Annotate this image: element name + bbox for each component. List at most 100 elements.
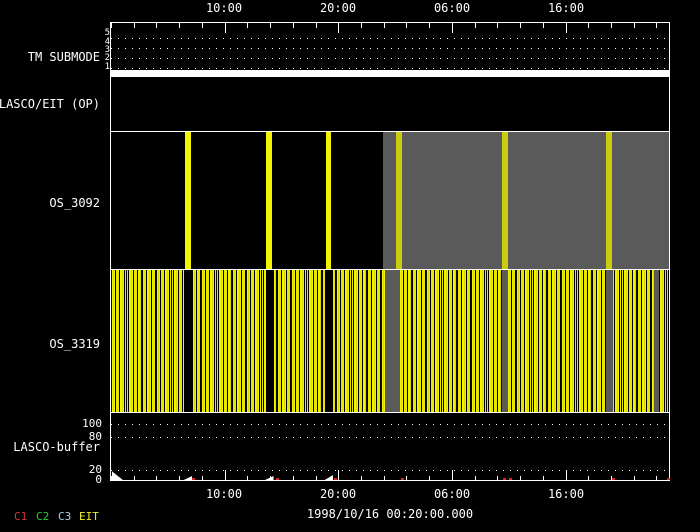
top-axis-tick: [179, 23, 181, 28]
top-axis-tick: [520, 23, 522, 28]
top-axis-tick: [451, 23, 453, 33]
bottom-axis-tick: [201, 476, 203, 480]
bottom-axis-tick: [588, 476, 590, 480]
bottom-axis-tick: [497, 476, 499, 480]
ytick-label: 5: [104, 28, 110, 38]
buffer-red-mark: [191, 478, 195, 480]
bottom-axis-tick: [633, 476, 635, 480]
os3319-gap: [385, 270, 401, 412]
bottom-axis-tick: [451, 470, 453, 480]
buffer-gridline-dotted: [111, 470, 669, 471]
top-axis-tick: [156, 23, 158, 28]
bottom-axis-tick: [656, 476, 658, 480]
bottom-axis-tick: [474, 476, 476, 480]
top-axis-tick: [588, 23, 590, 28]
top-axis-tick: [361, 23, 363, 28]
bottom-axis-tick: [247, 476, 249, 480]
bottom-axis-tick: [179, 476, 181, 480]
os3319-gap: [606, 270, 613, 412]
legend-item-c1: C1: [14, 510, 28, 523]
ytick-label: 80: [88, 430, 102, 443]
panel-lasco-buffer: [111, 413, 670, 480]
legend-item-c2: C2: [36, 510, 50, 523]
panel-os-3319: [111, 270, 669, 413]
legend-item-eit: EIT: [79, 510, 99, 523]
row-label-lasco-buffer: LASCO-buffer: [13, 440, 100, 454]
buffer-red-mark: [333, 478, 337, 480]
tm-gridline-dotted: [111, 38, 669, 39]
tm-submode-value-bar: [111, 70, 669, 76]
top-axis-tick: [565, 23, 567, 33]
top-axis-tick: [406, 23, 408, 28]
plot-area: [110, 22, 670, 481]
buffer-level-bump: [324, 475, 334, 480]
start-datetime-label: 1998/10/16 00:20:00.000: [306, 507, 474, 521]
top-axis-tick: [542, 23, 544, 28]
buffer-level-bump: [183, 476, 193, 480]
top-axis-tick: [315, 23, 317, 28]
bottom-axis-tick: [156, 476, 158, 480]
top-axis-tick: [292, 23, 294, 28]
os3092-gray-region: [383, 132, 669, 269]
tm-gridline-dotted: [111, 58, 669, 59]
os3319-gap: [265, 270, 275, 412]
top-axis-tick: [201, 23, 203, 28]
bottom-time-label: 16:00: [547, 487, 585, 501]
bottom-axis-tick: [111, 476, 112, 480]
top-axis-tick: [474, 23, 476, 28]
bottom-time-label: 06:00: [433, 487, 471, 501]
top-axis-tick: [633, 23, 635, 28]
bottom-axis-tick: [520, 476, 522, 480]
os3092-event-bar: [266, 132, 272, 269]
row-label-os-3092: OS_3092: [49, 196, 100, 210]
bottom-axis-tick: [224, 470, 226, 480]
os3092-event-bar: [606, 132, 613, 269]
buffer-red-mark: [400, 478, 404, 480]
buffer-red-mark: [666, 478, 670, 480]
os3092-event-bar: [501, 132, 508, 269]
ytick-label: 100: [82, 417, 102, 430]
top-axis-tick: [429, 23, 431, 28]
row-label-os-3319: OS_3319: [49, 337, 100, 351]
top-axis-tick: [611, 23, 613, 28]
bottom-axis-tick: [315, 476, 317, 480]
os3319-gap: [184, 270, 193, 412]
top-axis-tick: [338, 23, 340, 33]
tm-gridline-dotted: [111, 68, 669, 69]
os3092-event-bar: [185, 132, 191, 269]
ytick-label: 1: [104, 62, 110, 72]
ytick-label: 3: [104, 45, 110, 55]
panel-tm-submode: [111, 23, 669, 77]
buffer-red-mark: [503, 478, 507, 480]
top-time-label: 10:00: [205, 1, 243, 15]
os3319-gap: [501, 270, 509, 412]
panel-os-3092: [111, 132, 669, 270]
tm-gridline-dotted: [111, 48, 669, 49]
top-axis-tick: [133, 23, 135, 28]
top-axis-tick: [383, 23, 385, 28]
os3092-event-bar: [326, 132, 332, 269]
buffer-red-mark: [275, 478, 279, 480]
bottom-axis-tick: [406, 476, 408, 480]
buffer-gridline-dotted: [111, 424, 669, 425]
top-axis-tick: [247, 23, 249, 28]
bottom-axis-tick: [292, 476, 294, 480]
top-time-label: 16:00: [547, 1, 585, 15]
bottom-axis-tick: [429, 476, 431, 480]
os3319-gap: [325, 270, 334, 412]
buffer-red-mark: [508, 478, 512, 480]
bottom-time-label: 20:00: [319, 487, 357, 501]
os3092-event-bar: [396, 132, 402, 269]
bottom-axis-tick: [383, 476, 385, 480]
top-time-label: 06:00: [433, 1, 471, 15]
bottom-axis-tick: [611, 476, 613, 480]
buffer-red-mark: [612, 478, 616, 480]
bottom-axis-tick: [361, 476, 363, 480]
row-label-lasco-eit-op: LASCO/EIT (OP): [0, 97, 100, 111]
buffer-level-bump: [264, 476, 274, 480]
ytick-label: 20: [88, 463, 102, 476]
top-time-label: 20:00: [319, 1, 357, 15]
top-axis-tick: [656, 23, 658, 28]
bottom-axis-tick: [565, 470, 567, 480]
